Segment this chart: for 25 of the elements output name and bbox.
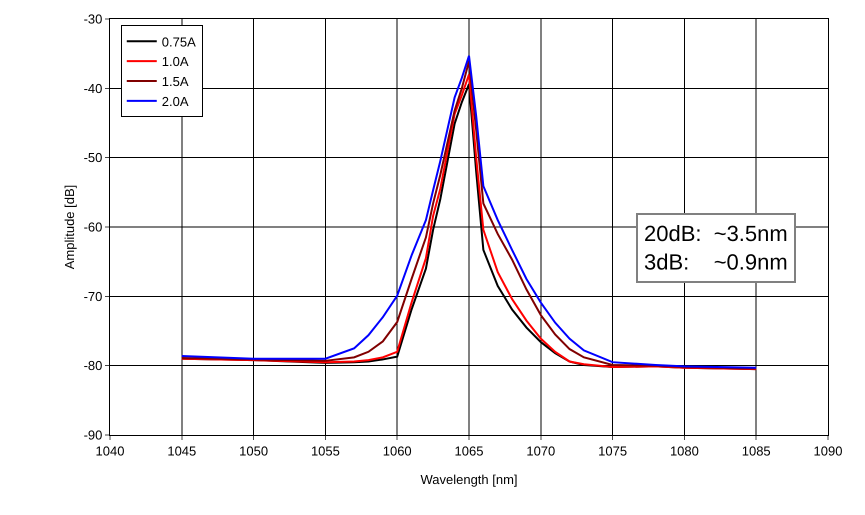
legend-label: 2.0A bbox=[162, 94, 189, 109]
legend-label: 0.75A bbox=[162, 34, 196, 50]
y-tick-label: -70 bbox=[84, 288, 102, 304]
y-tick-label: -30 bbox=[84, 12, 102, 27]
legend-label: 1.5A bbox=[162, 74, 189, 90]
x-tick-label: 1045 bbox=[167, 444, 196, 459]
x-tick-label: 1080 bbox=[670, 444, 699, 459]
y-tick-label: -60 bbox=[84, 220, 102, 235]
x-tick-label: 1040 bbox=[96, 444, 124, 459]
x-axis-title: Wavelength [nm] bbox=[420, 472, 518, 487]
x-tick-label: 1065 bbox=[454, 444, 484, 459]
x-tick-label: 1090 bbox=[814, 444, 842, 459]
x-tick-label: 1070 bbox=[526, 444, 556, 459]
annotation: 20dB: ~3.5nm 3dB: ~0.9nm bbox=[644, 221, 788, 275]
y-tick-label: -90 bbox=[84, 428, 102, 443]
y-tick-label: -40 bbox=[84, 80, 102, 96]
x-tick-label: 1055 bbox=[310, 444, 340, 459]
y-axis-title: Amplitude [dB] bbox=[62, 184, 77, 270]
x-tick-label: 1050 bbox=[239, 444, 268, 459]
x-tick-label: 1085 bbox=[742, 444, 771, 459]
y-tick-label: -80 bbox=[84, 358, 102, 374]
y-tick-label: -50 bbox=[84, 150, 102, 166]
x-tick-label: 1075 bbox=[598, 444, 628, 459]
legend-label: 1.0A bbox=[162, 54, 189, 70]
x-tick-label: 1060 bbox=[382, 444, 412, 459]
